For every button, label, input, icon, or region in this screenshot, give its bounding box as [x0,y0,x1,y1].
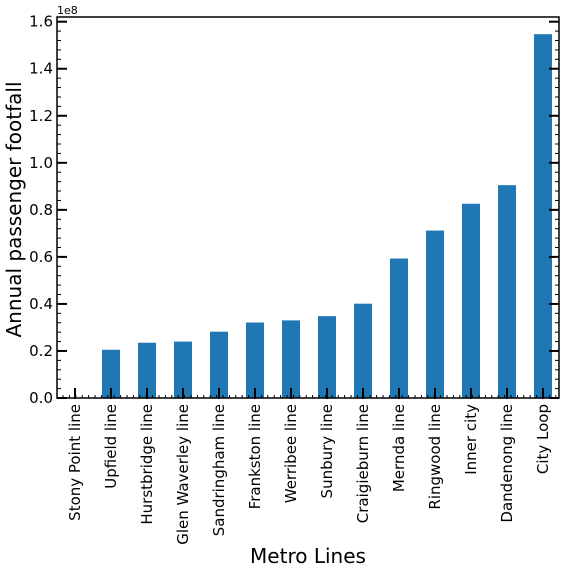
y-axis: 0.0 0.2 0.4 0.6 0.8 1.0 1.2 1.4 1.6 [29,13,559,407]
y-tick-label: 0.0 [29,389,53,407]
x-tick-label: Dandenong line [498,404,516,523]
bar [426,230,444,398]
x-tick-label: Mernda line [390,404,408,492]
x-tick-label: Upfield line [102,404,120,489]
y-tick-label: 1.4 [29,60,53,78]
bar [462,203,480,398]
x-tick-label: Inner city [462,404,480,475]
x-tick-label: Frankston line [246,404,264,509]
plot-frame [56,16,560,399]
bars-group [66,34,552,398]
y-tick-label: 1.0 [29,154,53,172]
bar [498,185,516,398]
x-tick-label: Glen Waverley line [174,404,192,545]
y-tick-label: 1.6 [29,13,53,31]
bar [102,349,120,398]
x-axis: Stony Point line Upfield line Hurstbridge … [62,388,557,545]
y-tick-label: 0.8 [29,201,53,219]
bar [174,341,192,398]
x-tick-label: City Loop [534,404,552,474]
y-axis-offset-label: 1e8 [57,4,78,17]
x-tick-label: Sunbury line [318,404,336,498]
bar [138,342,156,398]
x-tick-label: Ringwood line [426,404,444,510]
y-tick-label: 1.2 [29,107,53,125]
y-axis-title: Annual passenger footfall [2,82,26,338]
bar [390,258,408,398]
y-tick-label: 0.4 [29,295,53,313]
bar [246,322,264,398]
x-tick-label: Craigieburn line [354,404,372,523]
x-tick-label: Stony Point line [66,404,84,521]
bar [534,34,552,398]
bar [318,316,336,398]
x-axis-title: Metro Lines [250,544,366,568]
y-tick-label: 0.2 [29,342,53,360]
bar [210,331,228,398]
bar [354,303,372,398]
x-tick-label: Sandringham line [210,404,228,536]
bar [282,320,300,398]
y-tick-label: 0.6 [29,248,53,266]
x-tick-label: Hurstbridge line [138,404,156,525]
x-tick-label: Werribee line [282,404,300,503]
